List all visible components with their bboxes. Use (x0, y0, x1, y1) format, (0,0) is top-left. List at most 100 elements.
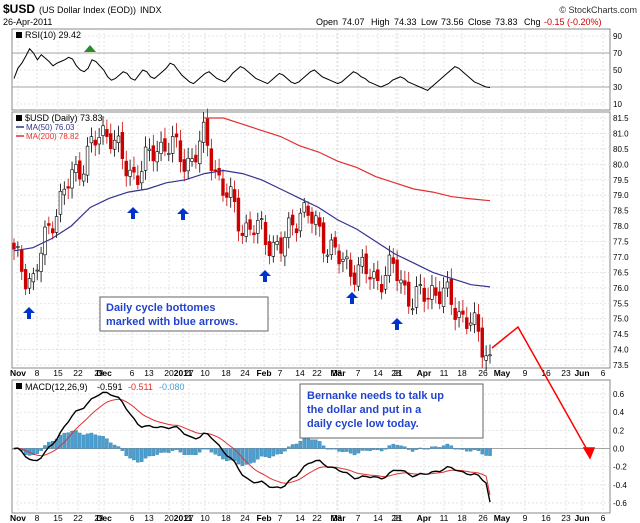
macd-histogram-bar (418, 447, 423, 449)
x-tick-label: 15 (53, 513, 63, 523)
x-tick-label: 14 (295, 513, 305, 523)
candle-body (480, 327, 484, 358)
candle-body (325, 254, 330, 257)
price-tick-label: 80.0 (613, 160, 629, 169)
chart-symbol: $USD (3, 2, 35, 16)
x-tick-label: 28 (391, 368, 401, 378)
x-tick-label: 26 (478, 513, 488, 523)
candle-body (430, 285, 434, 300)
candle-body (287, 217, 291, 238)
x-tick-label: 29 (94, 513, 104, 523)
candle-body (364, 253, 368, 275)
candle-body (39, 252, 43, 272)
x-tick-label: 18 (221, 513, 231, 523)
candle-body (321, 222, 326, 254)
candle-body (62, 188, 67, 196)
macd-histogram-bar (387, 445, 392, 449)
x-tick-label: 7 (356, 513, 361, 523)
candle-body (147, 148, 152, 151)
macd-histogram-bar (116, 446, 121, 449)
rsi-overbought-fill (84, 45, 96, 52)
price-tick-label: 73.5 (613, 361, 629, 370)
candle-body (81, 173, 86, 182)
price-tick-label: 76.5 (613, 268, 629, 277)
candle-body (232, 189, 237, 202)
macd-histogram-bar (186, 448, 190, 455)
candle-body (112, 139, 117, 150)
candle-body (186, 158, 190, 172)
candle-body (16, 246, 20, 248)
price-tick-label: 79.0 (613, 191, 629, 200)
macd-tick-label: -0.4 (613, 481, 627, 490)
ohlc-readout: Open 74.07 High 74.33 Low 73.56 Close 73… (316, 17, 602, 27)
candle-body (213, 169, 217, 172)
macd-histogram-bar (403, 446, 407, 449)
x-tick-label: 22 (312, 368, 322, 378)
candle-body (426, 297, 430, 300)
cycle-bottom-arrow (127, 207, 139, 219)
macd-tick-label: 0.6 (613, 390, 625, 399)
candle-body (252, 232, 256, 236)
macd-histogram-bar (337, 448, 341, 452)
macd-histogram-bar (290, 444, 295, 449)
candle-body (333, 237, 337, 248)
macd-histogram-bar (159, 448, 163, 453)
macd-histogram-bar (74, 430, 78, 449)
price-tick-label: 76.0 (613, 284, 629, 293)
macd-histogram-bar (356, 448, 361, 454)
price-tick-label: 81.0 (613, 129, 629, 138)
x-tick-label: 14 (373, 368, 383, 378)
svg-text:-0.080: -0.080 (159, 382, 185, 392)
macd-histogram-bar (147, 448, 152, 457)
x-tick-label: 11 (440, 368, 449, 378)
candle-body (93, 139, 97, 146)
macd-histogram-bar (445, 443, 450, 449)
macd-histogram-bar (97, 435, 101, 449)
x-tick-label: Dec (96, 513, 112, 523)
x-tick-label: 7 (278, 513, 283, 523)
x-tick-label: 28 (391, 513, 401, 523)
candle-body (85, 145, 90, 176)
candle-body (140, 171, 144, 184)
bernanke-note: Bernanke needs to talk up the dollar and… (299, 383, 484, 439)
svg-text:73.83: 73.83 (495, 17, 518, 27)
price-tick-label: 77.0 (613, 253, 629, 262)
macd-histogram-bar (213, 448, 217, 455)
price-tick-label: 78.0 (613, 222, 629, 231)
macd-histogram-bar (352, 448, 357, 456)
candle-body (468, 322, 473, 326)
candle-body (360, 256, 364, 267)
candle-body (116, 135, 121, 144)
candle-body (279, 237, 283, 254)
price-tick-label: 74.5 (613, 330, 629, 339)
candle-body (120, 131, 125, 159)
svg-text:74.33: 74.33 (394, 17, 417, 27)
x-tick-label: 9 (523, 513, 528, 523)
candle-body (143, 146, 148, 171)
chart-exchange: INDX (140, 5, 162, 15)
macd-histogram-bar (128, 448, 132, 459)
x-tick-label: 10 (200, 368, 210, 378)
svg-text:Close: Close (468, 17, 491, 27)
x-tick-label: 20 (164, 513, 174, 523)
macd-histogram-bar (136, 448, 140, 463)
cycle-bottom-arrow (391, 318, 403, 330)
candle-body (414, 286, 419, 308)
credit-text: © StockCharts.com (559, 5, 637, 15)
candle-body (441, 287, 446, 307)
candle-body (23, 269, 28, 290)
x-tick-label: 27 (184, 513, 194, 523)
svg-text:-0.511: -0.511 (128, 382, 153, 392)
chart-date: 26-Apr-2011 (3, 17, 52, 27)
candle-body (12, 242, 16, 250)
macd-histogram-bar (108, 442, 113, 449)
candle-body (449, 278, 454, 305)
x-tick-label: 24 (240, 513, 250, 523)
x-tick-label: 16 (541, 513, 551, 523)
candle-body (194, 154, 198, 163)
svg-text:RSI(10) 29.42: RSI(10) 29.42 (25, 30, 81, 40)
macd-histogram-bar (441, 445, 446, 449)
candle-body (225, 192, 229, 198)
candle-body (395, 259, 399, 282)
price-tick-label: 77.5 (613, 238, 629, 247)
